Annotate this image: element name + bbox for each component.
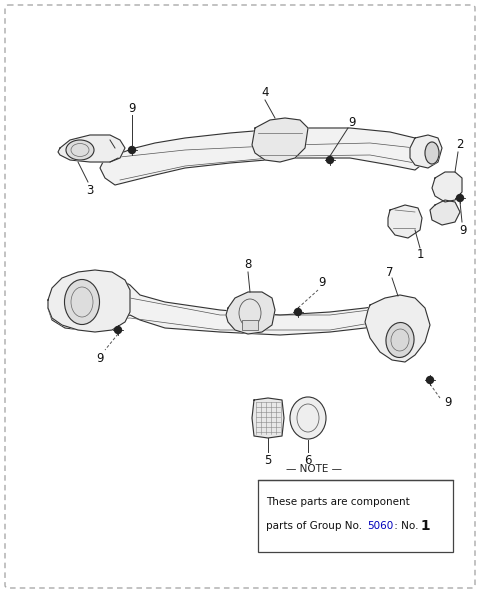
- Polygon shape: [58, 135, 125, 162]
- Polygon shape: [48, 270, 130, 332]
- Text: 3: 3: [86, 183, 94, 196]
- Text: 8: 8: [244, 259, 252, 272]
- Polygon shape: [432, 172, 462, 202]
- Text: 9: 9: [459, 224, 467, 237]
- Circle shape: [456, 195, 464, 202]
- Text: 5060: 5060: [367, 521, 393, 531]
- Circle shape: [295, 308, 301, 315]
- Ellipse shape: [290, 397, 326, 439]
- Polygon shape: [252, 398, 284, 438]
- Circle shape: [427, 377, 433, 384]
- Text: : No.: : No.: [391, 521, 419, 531]
- Text: 1: 1: [416, 248, 424, 262]
- Text: 9: 9: [348, 116, 356, 129]
- Ellipse shape: [64, 279, 99, 324]
- Polygon shape: [100, 128, 425, 185]
- Text: — NOTE —: — NOTE —: [286, 464, 342, 474]
- Text: parts of Group No.: parts of Group No.: [266, 521, 362, 531]
- Text: 9: 9: [96, 352, 104, 365]
- Polygon shape: [48, 276, 395, 335]
- Text: 5: 5: [264, 454, 272, 467]
- Text: 6: 6: [304, 454, 312, 467]
- Polygon shape: [388, 205, 422, 238]
- Polygon shape: [365, 295, 430, 362]
- Bar: [242, 320, 258, 330]
- Ellipse shape: [386, 323, 414, 358]
- Polygon shape: [226, 292, 275, 334]
- Text: 9: 9: [444, 396, 452, 409]
- Ellipse shape: [66, 140, 94, 160]
- Ellipse shape: [425, 142, 439, 164]
- Text: These parts are component: These parts are component: [266, 497, 410, 507]
- Polygon shape: [410, 135, 442, 168]
- Polygon shape: [252, 118, 308, 162]
- Text: 7: 7: [386, 266, 394, 279]
- Bar: [258, 480, 453, 552]
- Circle shape: [326, 157, 334, 164]
- Circle shape: [115, 327, 121, 333]
- Text: 1: 1: [416, 519, 431, 533]
- Text: 4: 4: [261, 87, 269, 100]
- Circle shape: [129, 146, 135, 154]
- Text: 9: 9: [128, 101, 136, 114]
- Text: 9: 9: [318, 276, 326, 289]
- Text: 2: 2: [456, 139, 464, 151]
- Polygon shape: [430, 200, 460, 225]
